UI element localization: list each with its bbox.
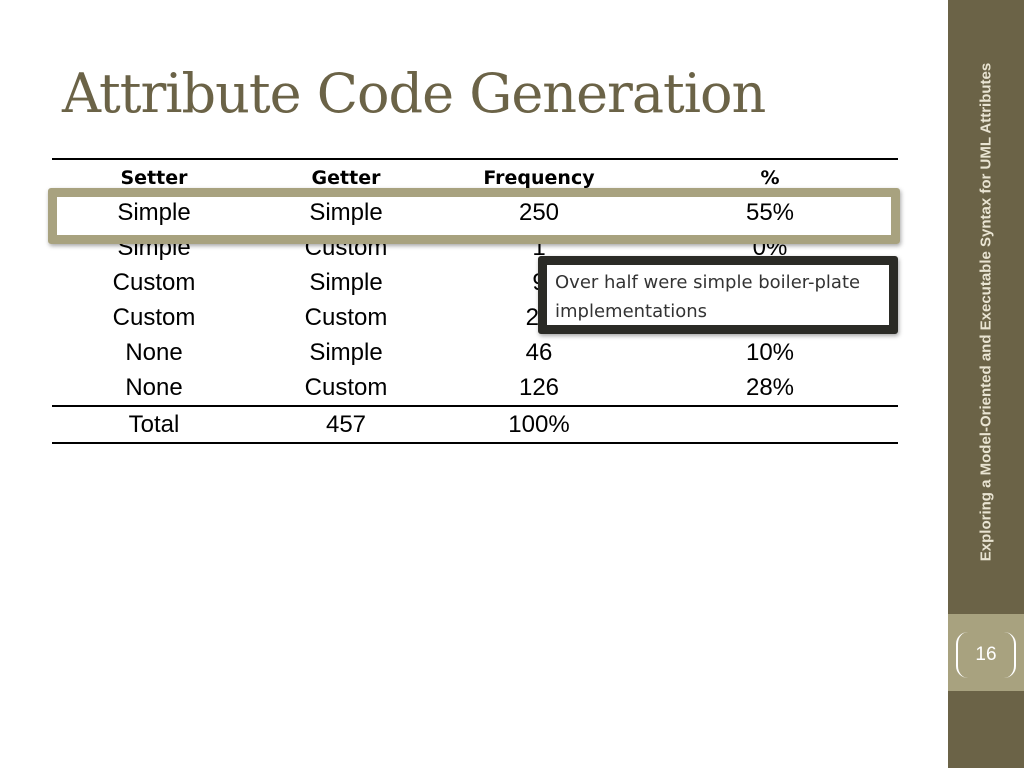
page-number-box — [948, 614, 1024, 691]
page-number: 16 — [975, 644, 997, 665]
cell-percent: 10% — [745, 338, 795, 366]
total-count: 457 — [256, 405, 436, 443]
header-setter: Setter — [120, 166, 188, 189]
total-label: Total — [52, 405, 256, 443]
cell-percent: 55% — [745, 198, 795, 226]
cell-getter: Simple — [309, 338, 383, 366]
callout-text: Over half were simple boiler-plate imple… — [555, 272, 861, 322]
header-getter: Getter — [311, 166, 381, 189]
highlight-frame — [48, 188, 900, 244]
header-frequency: Frequency — [483, 166, 595, 189]
cell-setter: None — [125, 373, 183, 401]
sidebar-title: Exploring a Model-Oriented and Executabl… — [977, 62, 995, 562]
cell-frequency: 126 — [518, 373, 560, 401]
table-row: None Custom 126 28% — [52, 370, 898, 406]
page-number-bracket — [956, 632, 1016, 678]
slide-title: Attribute Code Generation — [62, 62, 766, 125]
cell-getter: Simple — [309, 198, 383, 226]
cell-getter: Custom — [304, 373, 388, 401]
table-row: None Simple 46 10% — [52, 335, 898, 370]
cell-setter: Custom — [112, 268, 196, 296]
cell-frequency: 46 — [525, 338, 553, 366]
total-empty — [642, 405, 898, 443]
cell-getter: Custom — [304, 303, 388, 331]
cell-getter: Simple — [309, 268, 383, 296]
callout-box: Over half were simple boiler-plate imple… — [538, 256, 898, 334]
frequency-table: Setter Getter Frequency % Simple Simple … — [52, 158, 898, 444]
table-header-row: Setter Getter Frequency % — [52, 159, 898, 195]
header-percent: % — [760, 166, 780, 189]
cell-setter: None — [125, 338, 183, 366]
cell-frequency: 250 — [518, 198, 560, 226]
table-total-row: Total 457 100% — [52, 405, 898, 443]
total-percent: 100% — [436, 405, 642, 443]
cell-setter: Simple — [117, 198, 191, 226]
cell-setter: Custom — [112, 303, 196, 331]
table-row: Simple Simple 250 55% — [52, 195, 898, 230]
cell-percent: 28% — [745, 373, 795, 401]
